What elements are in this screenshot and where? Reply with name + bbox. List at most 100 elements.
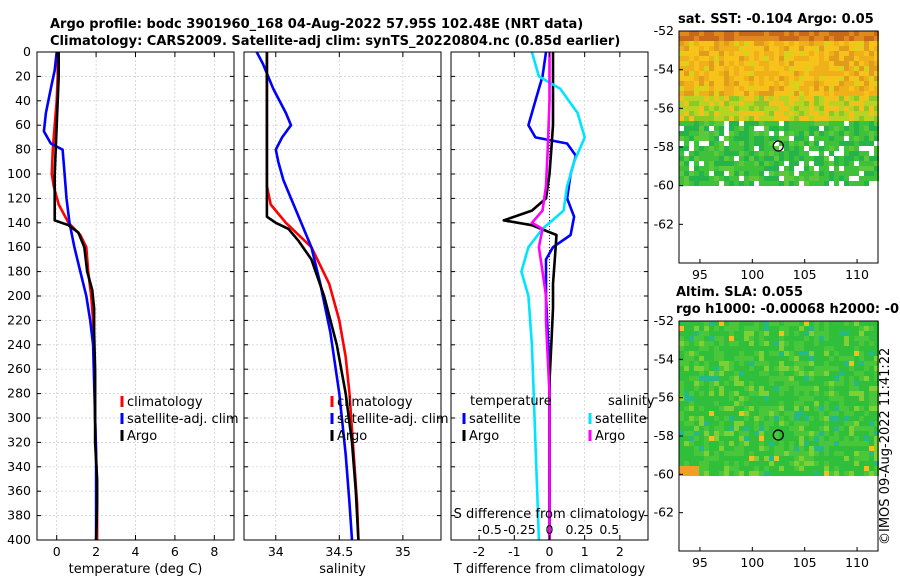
- heatmap-cell: [834, 346, 839, 351]
- heatmap-cell: [769, 406, 774, 411]
- heatmap-cell: [859, 86, 864, 91]
- heatmap-cell: [849, 346, 854, 351]
- heatmap-cell: [739, 146, 744, 151]
- heatmap-cell: [814, 151, 819, 156]
- heatmap-cell: [844, 416, 849, 421]
- heatmap-cell: [784, 321, 789, 326]
- heatmap-cell: [774, 456, 779, 461]
- heatmap-cell: [824, 336, 829, 341]
- heatmap-cell: [809, 91, 814, 96]
- heatmap-cell: [849, 341, 854, 346]
- heatmap-cell: [854, 181, 859, 186]
- heatmap-cell: [844, 56, 849, 61]
- heatmap-cell: [714, 321, 719, 326]
- heatmap-cell: [829, 146, 834, 151]
- heatmap-cell: [699, 401, 704, 406]
- heatmap-cell: [844, 141, 849, 146]
- heatmap-cell: [684, 36, 689, 41]
- heatmap-cell: [794, 31, 799, 36]
- heatmap-cell: [794, 171, 799, 176]
- heatmap-cell: [829, 46, 834, 51]
- heatmap-cell: [874, 421, 879, 426]
- heatmap-cell: [789, 341, 794, 346]
- heatmap-cell: [834, 176, 839, 181]
- heatmap-cell: [824, 106, 829, 111]
- heatmap-cell: [734, 161, 739, 166]
- heatmap-cell: [724, 436, 729, 441]
- heatmap-cell: [684, 371, 689, 376]
- heatmap-cell: [709, 96, 714, 101]
- heatmap-cell: [729, 351, 734, 356]
- heatmap-cell: [734, 451, 739, 456]
- heatmap-cell: [709, 391, 714, 396]
- heatmap-cell: [859, 126, 864, 131]
- heatmap-cell: [809, 76, 814, 81]
- heatmap-cell: [839, 346, 844, 351]
- heatmap-cells: [679, 321, 879, 476]
- heatmap-cell: [744, 76, 749, 81]
- heatmap-cell: [819, 331, 824, 336]
- heatmap-cell: [799, 346, 804, 351]
- heatmap-cell: [854, 366, 859, 371]
- heatmap-cell: [799, 156, 804, 161]
- heatmap-cell: [744, 381, 749, 386]
- heatmap-cell: [734, 421, 739, 426]
- heatmap-cell: [699, 366, 704, 371]
- heatmap-cell: [784, 406, 789, 411]
- heatmap-cell: [804, 121, 809, 126]
- heatmap-cell: [789, 181, 794, 186]
- heatmap-cell: [779, 86, 784, 91]
- heatmap-cell: [834, 446, 839, 451]
- heatmap-cell: [799, 96, 804, 101]
- heatmap-cell: [839, 411, 844, 416]
- heatmap-cell: [679, 91, 684, 96]
- heatmap-cell: [744, 116, 749, 121]
- s-tick-label: 0.5: [599, 522, 619, 537]
- heatmap-cell: [714, 431, 719, 436]
- heatmap-cell: [769, 326, 774, 331]
- heatmap-cell: [774, 466, 779, 471]
- heatmap-cell: [749, 101, 754, 106]
- heatmap-cell: [799, 376, 804, 381]
- heatmap-cell: [769, 441, 774, 446]
- heatmap-cell: [749, 426, 754, 431]
- heatmap-cell: [769, 41, 774, 46]
- heatmap-cell: [789, 381, 794, 386]
- heatmap-cell: [784, 386, 789, 391]
- heatmap-cell: [859, 51, 864, 56]
- heatmap-cell: [789, 426, 794, 431]
- heatmap-cell: [749, 431, 754, 436]
- heatmap-cell: [864, 81, 869, 86]
- heatmap-cell: [789, 401, 794, 406]
- heatmap-cell: [809, 31, 814, 36]
- heatmap-cell: [709, 466, 714, 471]
- heatmap-cell: [799, 396, 804, 401]
- heatmap-cell: [839, 321, 844, 326]
- heatmap-cell: [709, 396, 714, 401]
- heatmap-cell: [689, 436, 694, 441]
- heatmap-cell: [834, 416, 839, 421]
- heatmap-cell: [874, 81, 879, 86]
- heatmap-cell: [739, 86, 744, 91]
- heatmap-cell: [699, 86, 704, 91]
- heatmap-cell: [714, 381, 719, 386]
- heatmap-cell: [679, 321, 684, 326]
- heatmap-cell: [709, 136, 714, 141]
- heatmap-cell: [804, 351, 809, 356]
- heatmap-cell: [814, 91, 819, 96]
- heatmap-cell: [859, 421, 864, 426]
- heatmap-cell: [714, 451, 719, 456]
- heatmap-cell: [694, 411, 699, 416]
- heatmap-cell: [774, 166, 779, 171]
- heatmap-cell: [779, 461, 784, 466]
- heatmap-cell: [729, 401, 734, 406]
- heatmap-cell: [739, 406, 744, 411]
- heatmap-cell: [874, 101, 879, 106]
- heatmap-cell: [679, 161, 684, 166]
- heatmap-cell: [689, 326, 694, 331]
- heatmap-cell: [739, 96, 744, 101]
- heatmap-cell: [729, 346, 734, 351]
- heatmap-cell: [694, 346, 699, 351]
- heatmap-cell: [839, 366, 844, 371]
- heatmap-cell: [784, 366, 789, 371]
